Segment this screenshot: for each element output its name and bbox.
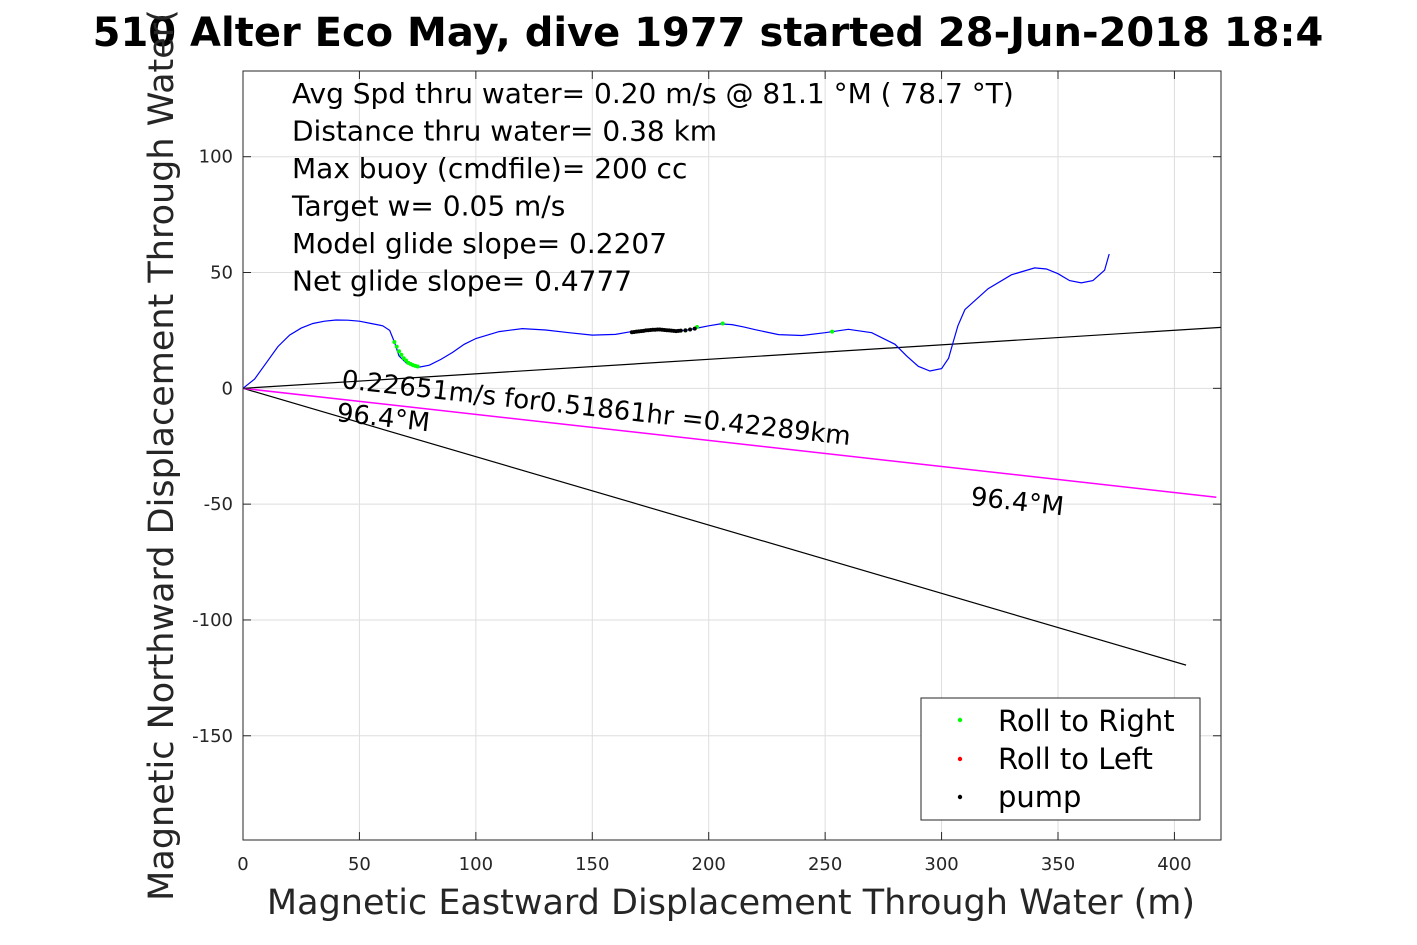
- legend-label-pump: pump: [998, 780, 1081, 814]
- legend-box: [920, 697, 1201, 821]
- x-tick-label: 350: [1041, 854, 1075, 875]
- annotation-line: Net glide slope= 0.4777: [292, 265, 632, 298]
- point-roll-to-right: [399, 352, 404, 357]
- x-tick-label: 250: [808, 854, 842, 875]
- legend-marker-pump: [957, 794, 963, 800]
- point-roll-to-right: [392, 340, 397, 345]
- chart-title: 510 Alter Eco May, dive 1977 started 28-…: [93, 10, 1324, 56]
- y-tick-label: -100: [192, 610, 233, 631]
- annotations: Avg Spd thru water= 0.20 m/s @ 81.1 °M (…: [291, 77, 1014, 298]
- y-axis-label: Magnetic Northward Displacement Through …: [142, 9, 182, 901]
- x-tick-label: 300: [924, 854, 958, 875]
- annotation-line: Max buoy (cmdfile)= 200 cc: [292, 152, 687, 185]
- x-tick-label: 200: [692, 854, 726, 875]
- y-tick-label: 100: [199, 147, 233, 168]
- reference-lines: [242, 326, 1222, 666]
- point-roll-to-right: [397, 349, 402, 354]
- heading-label-far: 96.4°M: [969, 482, 1065, 522]
- point-pump: [683, 328, 688, 333]
- annotation-line: Model glide slope= 0.2207: [292, 227, 667, 260]
- y-tick-label: 50: [210, 263, 233, 284]
- annotation-line: Avg Spd thru water= 0.20 m/s @ 81.1 °M (…: [292, 77, 1014, 110]
- reference-line: [242, 387, 1187, 666]
- y-tick-label: -150: [192, 726, 233, 747]
- legend: Roll to Right Roll to Left pump: [920, 697, 1201, 821]
- annotation-line: Distance thru water= 0.38 km: [292, 115, 717, 148]
- annotation-line: Target w= 0.05 m/s: [291, 190, 565, 223]
- x-axis-label: Magnetic Eastward Displacement Through W…: [267, 883, 1195, 923]
- y-tick-label: -50: [204, 494, 233, 515]
- legend-label-roll-right: Roll to Right: [998, 704, 1175, 738]
- legend-label-roll-left: Roll to Left: [998, 742, 1153, 776]
- point-roll-to-right: [415, 364, 420, 369]
- point-roll-to-right: [830, 329, 835, 334]
- x-tick-label: 0: [237, 854, 248, 875]
- point-roll-to-right: [394, 344, 399, 349]
- reference-line: [242, 387, 1217, 498]
- point-pump: [688, 327, 693, 332]
- x-tick-label: 50: [348, 854, 371, 875]
- series-layer: [242, 253, 1110, 389]
- point-roll-to-right: [720, 321, 725, 326]
- x-tick-label: 400: [1157, 854, 1191, 875]
- heading-label-near: 96.4°M: [335, 398, 431, 438]
- plot-frame: [242, 70, 1222, 841]
- y-tick-label: 0: [222, 378, 233, 399]
- x-tick-label: 150: [575, 854, 609, 875]
- x-tick-label: 100: [459, 854, 493, 875]
- point-pump: [678, 328, 683, 333]
- grid: [242, 71, 1221, 840]
- legend-marker-roll-right: [957, 717, 963, 723]
- ticks: 0 50 100 150 200 250 300 350 400 -150 -100 -50 0 50 10…: [192, 71, 1221, 875]
- legend-marker-roll-left: [957, 756, 963, 762]
- reference-line: [242, 326, 1222, 389]
- point-pump: [692, 326, 697, 331]
